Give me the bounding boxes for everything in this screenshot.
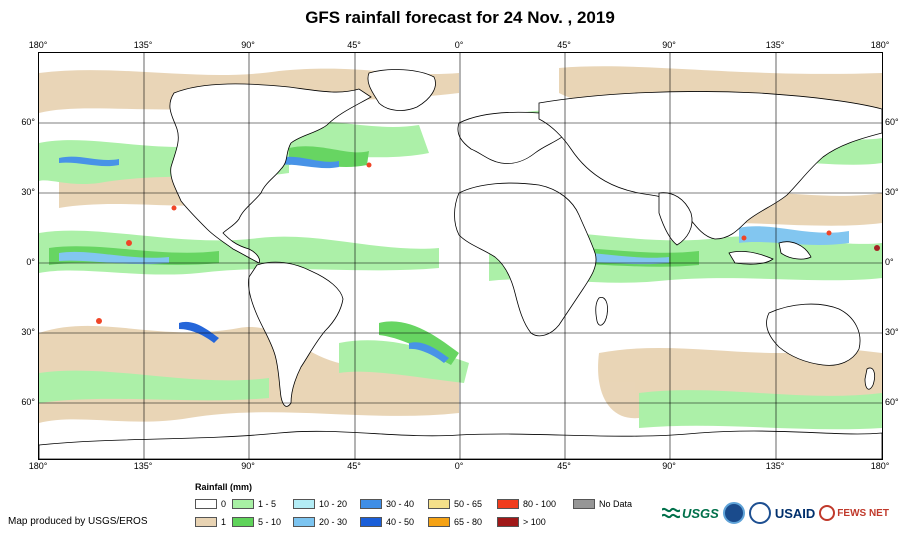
legend-item: 65 - 80 (428, 517, 482, 527)
legend-swatch (497, 499, 519, 509)
lat-label-right: 30° (885, 187, 899, 197)
lon-label-top: 45° (557, 40, 571, 50)
legend-item: 10 - 20 (293, 499, 347, 509)
legend-swatch (428, 499, 450, 509)
graticule (39, 53, 882, 459)
legend-item: 50 - 65 (428, 499, 482, 509)
lat-label-left: 60° (21, 117, 35, 127)
legend-label: 20 - 30 (319, 517, 348, 527)
legend-swatch (293, 499, 315, 509)
legend-label: 80 - 100 (523, 499, 557, 509)
legend-title: Rainfall (mm) (195, 482, 253, 492)
legend-item: No Data (573, 499, 632, 509)
lon-label-bottom: 45° (347, 461, 361, 471)
legend-swatch (573, 499, 595, 509)
continent-outlines (39, 69, 882, 459)
legend-swatch (360, 499, 382, 509)
lon-label-bottom: 180° (870, 461, 890, 471)
agency-logos: USGS USAID FEWS NET (662, 498, 916, 528)
legend-swatch (497, 517, 519, 527)
legend-label: 40 - 50 (386, 517, 415, 527)
usgs-logo-text: USGS (682, 505, 719, 521)
legend-label: 10 - 20 (319, 499, 348, 509)
noaa-seal-icon (722, 502, 745, 524)
legend-item: 40 - 50 (360, 517, 414, 527)
lon-label-top: 135° (133, 40, 153, 50)
lat-label-left: 60° (21, 397, 35, 407)
usgs-waves-icon (662, 507, 680, 519)
legend-label: No Data (599, 499, 633, 509)
legend-item: 20 - 30 (293, 517, 347, 527)
legend-swatch (232, 499, 254, 509)
lon-label-bottom: 135° (765, 461, 785, 471)
lon-label-bottom: 45° (557, 461, 571, 471)
rainfall-map-canvas (39, 53, 882, 459)
legend-item: 30 - 40 (360, 499, 414, 509)
legend-swatch (195, 499, 217, 509)
lon-label-bottom: 90° (662, 461, 676, 471)
lat-label-right: 60° (885, 117, 899, 127)
legend-swatch (293, 517, 315, 527)
legend-swatch (428, 517, 450, 527)
lon-label-bottom: 135° (133, 461, 153, 471)
lon-label-top: 90° (241, 40, 255, 50)
lat-label-right: 60° (885, 397, 899, 407)
usgs-logo: USGS (662, 506, 719, 521)
legend-item: 1 (195, 517, 226, 527)
legend-label: 65 - 80 (454, 517, 483, 527)
lon-label-top: 180° (870, 40, 890, 50)
lat-label-left: 0° (26, 257, 35, 267)
legend-label: 50 - 65 (454, 499, 483, 509)
lon-label-top: 45° (347, 40, 361, 50)
legend-label: 5 - 10 (258, 517, 282, 527)
lon-label-bottom: 180° (28, 461, 48, 471)
legend-label: 0 (221, 499, 227, 509)
legend-swatch (195, 517, 217, 527)
lon-label-top: 0° (454, 40, 464, 50)
legend-label: 30 - 40 (386, 499, 415, 509)
legend-label: 1 (221, 517, 227, 527)
usaid-logo-text: USAID (774, 505, 816, 521)
fews-net-logo-text: FEWS NET (837, 507, 889, 519)
fews-net-logo: FEWS NET (819, 505, 889, 521)
legend-item: 80 - 100 (497, 499, 556, 509)
lat-label-right: 30° (885, 327, 899, 337)
map-credit: Map produced by USGS/EROS (8, 516, 148, 527)
fews-ring-icon (819, 505, 836, 521)
lon-label-top: 135° (765, 40, 785, 50)
lon-label-bottom: 0° (454, 461, 464, 471)
lon-label-top: 180° (28, 40, 48, 50)
lat-label-right: 0° (885, 257, 894, 267)
usaid-seal-icon (748, 502, 771, 524)
lat-label-left: 30° (21, 187, 35, 197)
legend-label: 1 - 5 (258, 499, 277, 509)
legend-item: 0 (195, 499, 226, 509)
rainfall-map[interactable] (38, 52, 883, 460)
legend-item: 5 - 10 (232, 517, 281, 527)
legend-swatch (360, 517, 382, 527)
map-title: GFS rainfall forecast for 24 Nov. , 2019 (305, 8, 615, 27)
legend-item: 1 - 5 (232, 499, 276, 509)
legend-label: > 100 (523, 517, 546, 527)
lon-label-top: 90° (662, 40, 676, 50)
legend-item: > 100 (497, 517, 546, 527)
lat-label-left: 30° (21, 327, 35, 337)
lon-label-bottom: 90° (241, 461, 255, 471)
legend-swatch (232, 517, 254, 527)
